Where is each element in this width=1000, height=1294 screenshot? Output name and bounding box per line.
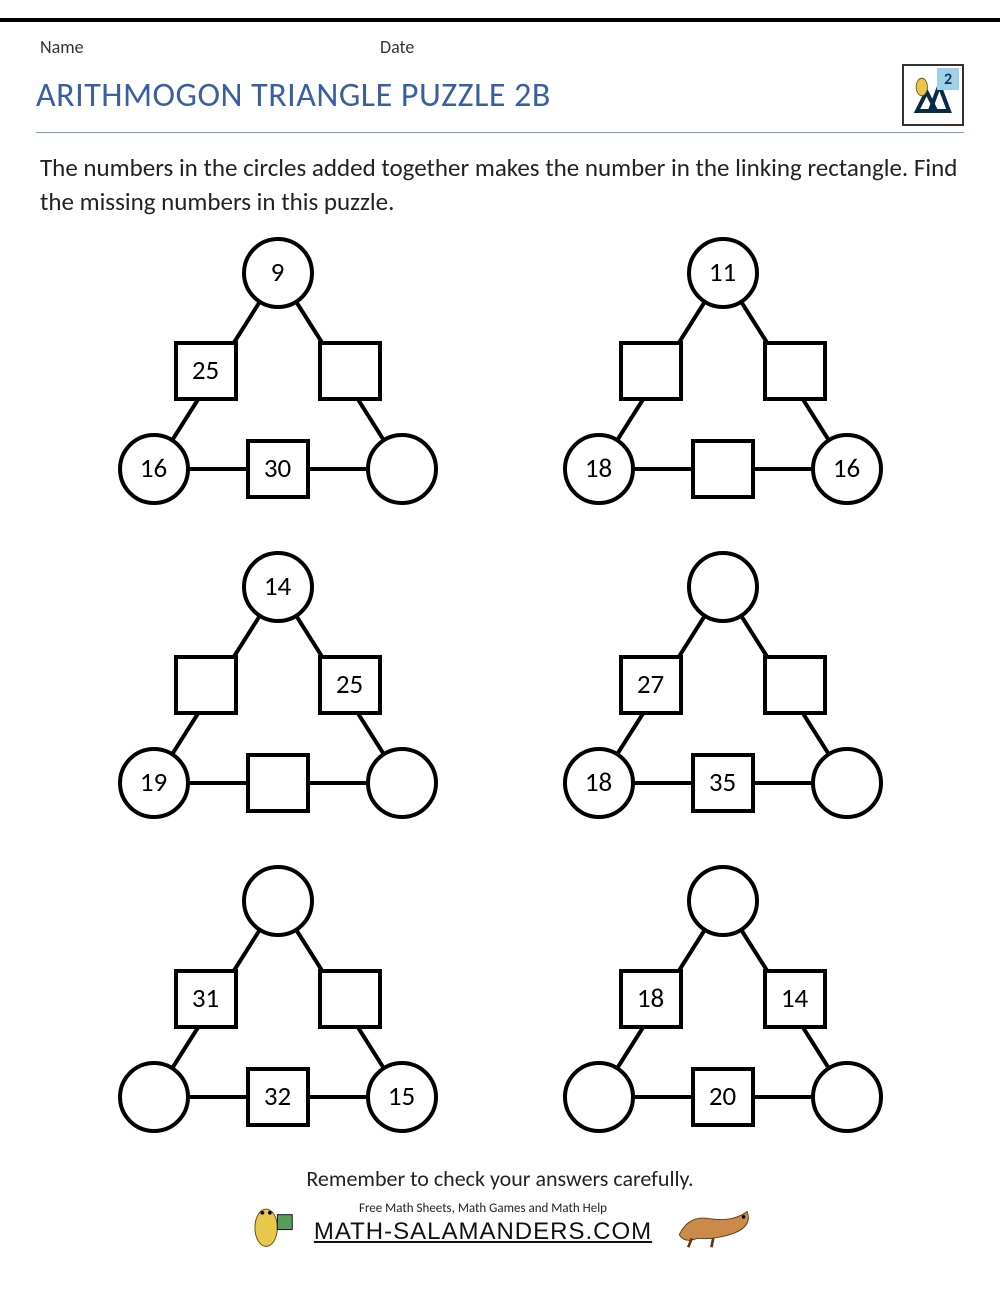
square-bottom: 20	[691, 1067, 755, 1127]
name-label: Name	[40, 36, 380, 58]
footer: Remember to check your answers carefully…	[0, 1157, 1000, 1272]
circle-right: 15	[366, 1061, 438, 1133]
footer-subline: Free Math Sheets, Math Games and Math He…	[314, 1201, 652, 1216]
square-bottom: 35	[691, 753, 755, 813]
square-right	[763, 341, 827, 401]
square-right	[763, 655, 827, 715]
circle-top	[687, 551, 759, 623]
square-left: 25	[174, 341, 238, 401]
square-left: 31	[174, 969, 238, 1029]
footer-reminder: Remember to check your answers carefully…	[40, 1165, 960, 1192]
grade-badge: 2	[937, 68, 959, 90]
title-row: ARITHMOGON TRIANGLE PUZZLE 2B 2	[0, 64, 1000, 126]
circle-right: 16	[811, 433, 883, 505]
circle-right	[366, 433, 438, 505]
footer-brand-row: Free Math Sheets, Math Games and Math He…	[40, 1196, 960, 1252]
salamander-right-icon	[670, 1199, 760, 1249]
square-bottom: 30	[246, 439, 310, 499]
puzzle-5: 15 3132	[88, 857, 468, 1147]
circle-top	[242, 865, 314, 937]
brand-logo-icon: 2	[902, 64, 964, 126]
circle-left: 16	[118, 433, 190, 505]
circle-right	[811, 1061, 883, 1133]
square-bottom: 32	[246, 1067, 310, 1127]
worksheet-page: Name Date ARITHMOGON TRIANGLE PUZZLE 2B …	[0, 18, 1000, 1272]
circle-top	[687, 865, 759, 937]
puzzle-6: 18 1420	[533, 857, 913, 1147]
circle-right	[811, 747, 883, 819]
header-row: Name Date	[0, 36, 1000, 58]
circle-left: 19	[118, 747, 190, 819]
circle-left: 18	[563, 747, 635, 819]
puzzle-2: 11 18 16	[533, 229, 913, 519]
footer-text-block: Free Math Sheets, Math Games and Math He…	[314, 1201, 652, 1246]
square-left: 27	[619, 655, 683, 715]
circle-left: 18	[563, 433, 635, 505]
square-bottom	[691, 439, 755, 499]
square-left: 18	[619, 969, 683, 1029]
instructions-text: The numbers in the circles added togethe…	[0, 133, 1000, 229]
square-right: 14	[763, 969, 827, 1029]
puzzle-1: 9 16 2530	[88, 229, 468, 519]
page-title: ARITHMOGON TRIANGLE PUZZLE 2B	[36, 75, 551, 116]
circle-left	[563, 1061, 635, 1133]
puzzle-4: 18 2735	[533, 543, 913, 833]
square-right	[318, 969, 382, 1029]
puzzle-3: 14 19 25	[88, 543, 468, 833]
puzzle-grid: 9162530111816141925182735153132181420	[0, 229, 1000, 1157]
circle-top: 9	[242, 237, 314, 309]
salamander-left-icon	[240, 1196, 296, 1252]
square-left	[174, 655, 238, 715]
square-bottom	[246, 753, 310, 813]
circle-top: 11	[687, 237, 759, 309]
footer-brand: MATH-SALAMANDERS.COM	[314, 1218, 652, 1246]
circle-top: 14	[242, 551, 314, 623]
circle-right	[366, 747, 438, 819]
square-right: 25	[318, 655, 382, 715]
circle-left	[118, 1061, 190, 1133]
square-right	[318, 341, 382, 401]
date-label: Date	[380, 36, 414, 58]
square-left	[619, 341, 683, 401]
top-rule	[0, 18, 1000, 22]
